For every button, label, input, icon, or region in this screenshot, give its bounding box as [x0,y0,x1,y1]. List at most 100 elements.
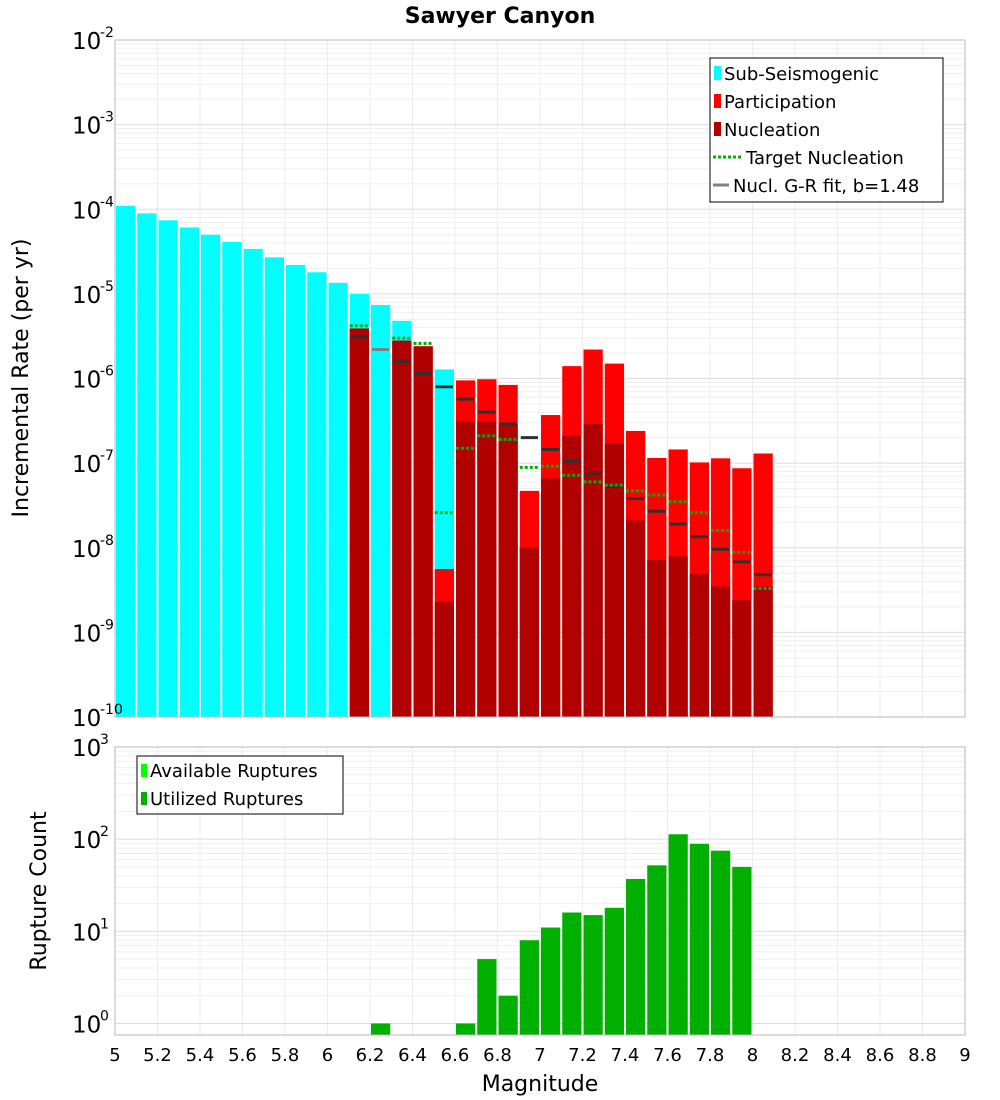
y-tick-base: 10 [72,920,101,946]
top-y-axis-label: Incremental Rate (per yr) [9,239,34,518]
top-fit-lines [349,324,773,590]
y-tick-exponent: 1 [100,916,109,932]
nucleation-bar [477,421,497,717]
legend-label-target-nucleation: Target Nucleation [745,148,904,169]
bottom-y-tick: 100 [72,1008,109,1038]
y-tick-base: 10 [72,368,101,394]
legend-swatch-nucleation [714,122,721,136]
legend-label-sub-seismogenic: Sub-Seismogenic [724,64,879,85]
nucleation-bar [541,478,561,717]
top-y-tick: 10-5 [72,279,114,309]
x-tick-label: 7.4 [611,1045,640,1066]
x-tick-label: 9 [959,1045,970,1066]
nucleation-bar [349,328,369,717]
x-tick-label: 8.4 [823,1045,852,1066]
sub-seismogenic-bar [137,213,157,717]
x-tick-label: 5.4 [186,1045,215,1066]
utilized-ruptures-bar [371,1023,391,1035]
x-tick-label: 6.6 [441,1045,470,1066]
sub-seismogenic-bar [307,272,327,717]
y-tick-base: 10 [72,828,101,854]
y-tick-exponent: -8 [100,533,114,549]
utilized-ruptures-bar [647,865,667,1035]
y-tick-base: 10 [72,283,101,309]
x-axis-label: Magnitude [482,1072,599,1097]
sub-seismogenic-bar [158,220,178,717]
bottom-bars [371,834,752,1035]
nucleation-bar [668,556,688,717]
nucleation-bar [689,573,709,717]
sub-seismogenic-bar [243,248,263,717]
y-tick-exponent: 0 [100,1008,109,1024]
utilized-ruptures-bar [477,959,497,1035]
top-y-tick: 10-4 [72,194,114,224]
nucleation-bar [562,435,582,717]
x-tick-label: 7.6 [653,1045,682,1066]
x-tick-label: 7.8 [696,1045,725,1066]
sub-seismogenic-bar [222,242,242,717]
sub-seismogenic-bar [328,282,348,717]
nucleation-bar [583,423,603,717]
nucleation-bar [392,340,412,717]
sub-seismogenic-bar [371,304,391,717]
x-tick-label: 6.8 [483,1045,512,1066]
y-tick-base: 10 [72,736,101,762]
x-tick-label: 8.8 [908,1045,937,1066]
utilized-ruptures-bar [732,866,752,1035]
nucleation-bar [413,346,433,717]
y-tick-exponent: -10 [100,702,123,718]
utilized-ruptures-bar [456,1023,476,1035]
x-tick-label: 8 [747,1045,758,1066]
nucleation-bar [711,586,731,717]
bottom-y-axis-label: Rupture Count [27,811,52,971]
sub-seismogenic-bar [179,227,199,718]
y-tick-base: 10 [72,706,101,732]
y-tick-exponent: -3 [100,110,114,126]
utilized-ruptures-bar [668,834,688,1035]
sub-seismogenic-bar [201,234,221,717]
top-legend-box [709,57,944,203]
legend-label-utilized: Utilized Ruptures [150,789,303,810]
top-y-tick: 10-6 [72,364,114,394]
x-tick-label: 6.2 [356,1045,385,1066]
top-y-tick: 10-10 [72,702,123,732]
utilized-ruptures-bar [711,850,731,1035]
y-tick-exponent: 2 [100,824,109,840]
x-tick-label: 8.6 [866,1045,895,1066]
legend-swatch-utilized [141,792,147,805]
utilized-ruptures-bar [583,915,603,1035]
legend-label-available: Available Ruptures [150,761,318,782]
sub-seismogenic-bar [116,205,136,718]
legend-swatch-available [141,764,147,777]
nucleation-bar [753,586,773,717]
bottom-legend-box [136,755,344,815]
x-tick-label: 7 [534,1045,545,1066]
y-tick-base: 10 [72,621,101,647]
x-tick-labels: 5 5.2 5.4 5.6 5.8 6 6.2 6.4 6.6 6.8 7 7.2 7.4 7.6 7.8 8… [109,1045,970,1066]
nucleation-bar [647,559,667,717]
legend-label-participation: Participation [724,92,836,113]
top-y-tick: 10-9 [72,617,114,647]
top-bars [116,205,773,718]
y-tick-base: 10 [72,198,101,224]
chart-title: Sawyer Canyon [405,4,596,29]
y-tick-exponent: -2 [100,25,114,41]
x-tick-label: 5.8 [271,1045,300,1066]
bottom-y-tick: 101 [72,916,109,946]
legend-swatch-sub-seismogenic [714,66,721,80]
x-tick-label: 7.2 [568,1045,597,1066]
sub-seismogenic-bar [264,257,284,717]
sub-seismogenic-bar [286,264,306,717]
bottom-y-tick: 102 [72,824,109,854]
top-y-tick: 10-8 [72,533,114,563]
y-tick-exponent: 3 [100,732,109,748]
utilized-ruptures-bar [541,927,561,1035]
utilized-ruptures-bar [604,907,624,1035]
x-tick-label: 6 [322,1045,333,1066]
x-tick-label: 5 [109,1045,120,1066]
nucleation-bar [456,421,476,717]
x-tick-label: 5.6 [228,1045,257,1066]
nucleation-bar [732,600,752,717]
